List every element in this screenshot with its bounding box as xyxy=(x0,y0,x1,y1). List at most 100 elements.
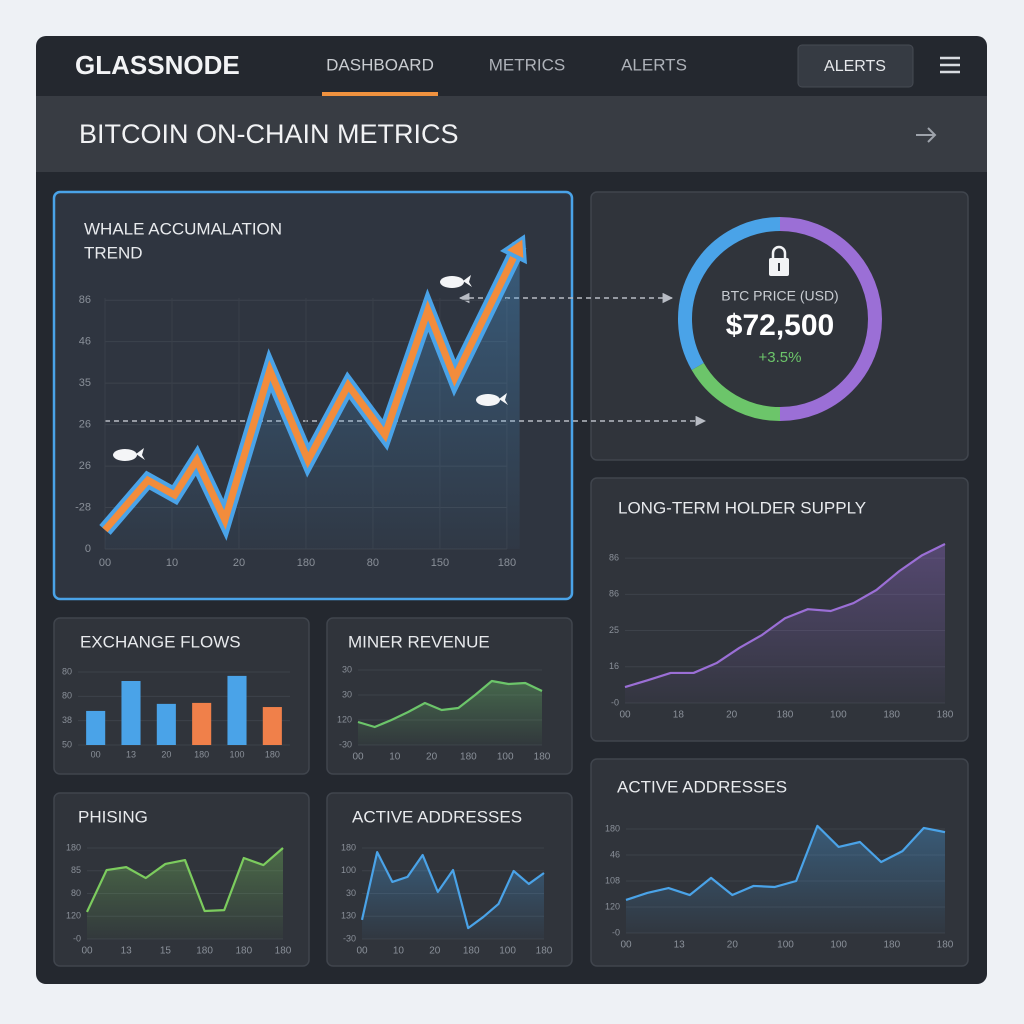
whale-body xyxy=(113,449,137,461)
price-change: +3.5% xyxy=(759,349,802,366)
x-tick-label: 18 xyxy=(673,710,685,721)
x-tick-label: 180 xyxy=(297,557,315,569)
y-tick-label: 108 xyxy=(605,875,620,885)
x-tick-label: 180 xyxy=(937,710,954,721)
y-tick-label: -30 xyxy=(343,933,356,943)
bar xyxy=(192,702,212,745)
x-tick-label: 00 xyxy=(91,749,101,759)
nav-link[interactable]: METRICS xyxy=(489,55,566,74)
y-tick-label: 26 xyxy=(79,460,91,472)
trend-line xyxy=(102,243,523,533)
bar xyxy=(227,675,247,745)
series-line xyxy=(86,847,284,913)
x-tick-label: 80 xyxy=(367,557,379,569)
price-ring xyxy=(691,362,781,421)
x-tick-label: 180 xyxy=(460,752,477,763)
y-tick-label: 180 xyxy=(605,823,620,833)
y-tick-label: -28 xyxy=(75,501,91,513)
y-tick-label: 80 xyxy=(71,888,81,898)
series-line xyxy=(357,679,543,729)
whale-icon xyxy=(113,448,145,461)
x-tick-label: 180 xyxy=(883,940,900,951)
x-tick-label: 15 xyxy=(160,946,172,957)
alerts-button[interactable] xyxy=(797,44,914,88)
bar xyxy=(121,681,141,745)
panel-title: PHISING xyxy=(78,807,148,826)
x-tick-label: 20 xyxy=(429,946,441,957)
x-tick-label: 00 xyxy=(619,710,631,721)
x-tick-label: 20 xyxy=(426,752,438,763)
y-tick-label: 38 xyxy=(62,715,72,725)
y-tick-label: 46 xyxy=(610,849,620,859)
area-fill xyxy=(105,245,520,550)
y-tick-label: 46 xyxy=(79,336,91,348)
x-tick-label: 100 xyxy=(777,940,794,951)
x-tick-label: 180 xyxy=(265,749,280,759)
page-title: BITCOIN ON-CHAIN METRICS xyxy=(79,119,459,149)
y-tick-label: 30 xyxy=(342,689,352,699)
y-tick-label: -0 xyxy=(611,697,619,707)
panel-title: TREND xyxy=(84,243,143,262)
whale-tail xyxy=(136,448,145,460)
price-panel xyxy=(590,191,969,461)
area-fill xyxy=(362,852,544,939)
x-tick-label: 180 xyxy=(498,557,516,569)
lock-icon xyxy=(769,245,789,276)
x-tick-label: 180 xyxy=(937,940,954,951)
x-tick-label: 13 xyxy=(674,940,686,951)
x-tick-label: 00 xyxy=(352,752,364,763)
series-line xyxy=(624,542,946,689)
y-tick-label: 80 xyxy=(62,691,72,701)
nav-link[interactable]: ALERTS xyxy=(621,55,687,74)
area-fill xyxy=(625,543,945,703)
y-tick-label: 120 xyxy=(66,911,81,921)
button-label[interactable]: ALERTS xyxy=(824,58,886,75)
price-ring xyxy=(678,217,781,370)
x-tick-label: 13 xyxy=(121,946,133,957)
y-tick-label: 120 xyxy=(337,714,352,724)
y-tick-label: -0 xyxy=(73,933,81,943)
x-tick-label: 20 xyxy=(727,940,739,951)
x-tick-label: 180 xyxy=(536,946,553,957)
area-fill xyxy=(358,681,542,745)
nav-link[interactable]: DASHBOARD xyxy=(326,55,434,74)
x-tick-label: 180 xyxy=(194,749,209,759)
whale-icon xyxy=(440,275,472,288)
y-tick-label: 86 xyxy=(79,294,91,306)
panel-title: MINER REVENUE xyxy=(348,632,490,651)
menu-icon[interactable] xyxy=(940,56,960,74)
x-tick-label: 10 xyxy=(389,752,401,763)
header-bar xyxy=(36,96,987,172)
whale-body xyxy=(476,394,500,406)
active-underline xyxy=(322,92,438,96)
x-tick-label: 180 xyxy=(883,710,900,721)
y-tick-label: 30 xyxy=(346,888,356,898)
y-tick-label: -0 xyxy=(612,927,620,937)
series-line xyxy=(360,850,545,930)
y-tick-label: 50 xyxy=(62,739,72,749)
y-tick-label: 180 xyxy=(341,842,356,852)
y-tick-label: 0 xyxy=(85,543,91,555)
y-tick-label: 26 xyxy=(79,419,91,431)
x-tick-label: 150 xyxy=(431,557,449,569)
x-tick-label: 100 xyxy=(229,749,244,759)
price-ring xyxy=(779,217,882,421)
x-tick-label: 180 xyxy=(777,710,794,721)
x-tick-label: 100 xyxy=(830,710,847,721)
bar xyxy=(156,703,176,745)
x-tick-label: 100 xyxy=(497,752,514,763)
y-tick-label: 86 xyxy=(609,552,619,562)
y-tick-label: 86 xyxy=(609,589,619,599)
area-fill xyxy=(626,825,945,933)
panel-title: WHALE ACCUMALATION xyxy=(84,219,282,238)
whale-tail xyxy=(499,393,508,405)
bar xyxy=(86,710,106,745)
brand[interactable]: GLASSNODE xyxy=(75,50,240,80)
x-tick-label: 20 xyxy=(233,557,245,569)
x-tick-label: 00 xyxy=(356,946,368,957)
x-tick-label: 100 xyxy=(830,940,847,951)
arrow-icon[interactable] xyxy=(916,127,937,143)
x-tick-label: 180 xyxy=(534,752,551,763)
x-tick-label: 00 xyxy=(81,946,93,957)
